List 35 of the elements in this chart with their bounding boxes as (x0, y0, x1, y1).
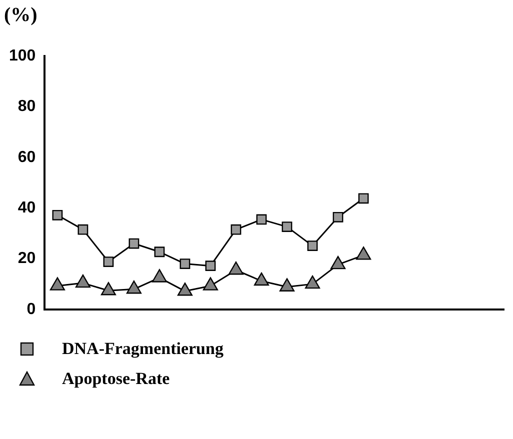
point (205, 260, 216, 272)
point (52, 210, 63, 220)
point (152, 269, 167, 282)
y-tick-label: 60 (18, 148, 36, 166)
point (78, 224, 88, 235)
legend-label: Apoptose-Rate (62, 369, 170, 389)
y-tick-label: 40 (18, 199, 36, 216)
point (307, 240, 318, 251)
point (254, 272, 270, 286)
point (100, 282, 116, 296)
point (177, 282, 193, 296)
point (154, 246, 165, 258)
point (128, 238, 140, 249)
y-axis-title: (%) (4, 4, 38, 27)
point (330, 256, 346, 270)
point (282, 222, 292, 232)
point (256, 214, 267, 225)
point (180, 258, 190, 269)
point (126, 280, 142, 294)
point (332, 212, 344, 222)
point (230, 224, 242, 235)
point (279, 278, 295, 292)
point (103, 256, 114, 267)
point (358, 193, 369, 204)
point (75, 274, 90, 288)
point (228, 262, 244, 275)
point (202, 277, 218, 290)
y-tick-label: 80 (18, 98, 36, 116)
legend-label: DNA-Fragmentierung (62, 339, 224, 359)
point (356, 246, 372, 260)
point (304, 275, 320, 289)
y-tick-label: 100 (8, 47, 36, 64)
y-tick-label: 0 (26, 300, 36, 318)
point (50, 277, 65, 290)
y-tick-label: 20 (18, 250, 36, 268)
